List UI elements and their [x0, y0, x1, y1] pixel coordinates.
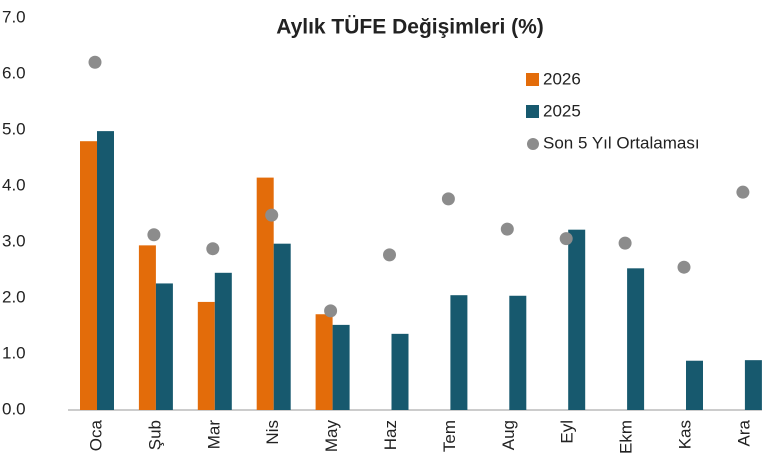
x-tick-label: Kas	[675, 420, 694, 449]
dot	[383, 248, 396, 262]
bar	[214, 272, 232, 410]
legend-marker	[526, 105, 539, 118]
x-tick-label: Ekm	[617, 420, 636, 454]
y-tick-label: 3.0	[2, 231, 26, 250]
chart-title: Aylık TÜFE Değişimleri (%)	[276, 16, 544, 39]
bar	[627, 268, 645, 410]
legend-label: 2025	[543, 101, 581, 120]
x-tick-label: May	[322, 420, 341, 453]
y-tick-label: 7.0	[2, 7, 26, 26]
x-tick-label: Haz	[381, 420, 400, 450]
legend-marker	[527, 138, 539, 150]
bar	[686, 360, 703, 410]
bar	[391, 333, 409, 410]
dot	[324, 304, 338, 318]
x-tick-label: Şub	[145, 420, 164, 450]
x-tick-label: Ara	[734, 419, 753, 446]
legend-marker	[526, 73, 539, 86]
x-tick-label: Nis	[263, 420, 282, 445]
dot	[265, 208, 279, 222]
bar	[568, 229, 586, 410]
y-tick-label: 2.0	[2, 287, 26, 306]
bar	[155, 283, 173, 410]
dot	[206, 242, 220, 256]
x-tick-label: Tem	[440, 420, 459, 452]
bar	[744, 360, 762, 410]
dot	[500, 222, 514, 236]
legend-label: 2026	[543, 69, 581, 88]
bar	[315, 314, 333, 410]
y-tick-label: 0.0	[2, 399, 26, 418]
x-tick-label: Aug	[499, 420, 518, 450]
bar	[80, 141, 97, 410]
y-tick-label: 6.0	[2, 63, 26, 82]
bar	[450, 295, 468, 410]
bar	[273, 243, 291, 410]
dot	[441, 192, 455, 206]
dot	[618, 236, 632, 250]
dot	[736, 185, 750, 199]
x-tick-label: Eyl	[558, 420, 577, 444]
legend-label: Son 5 Yıl Ortalaması	[543, 133, 700, 152]
dot	[677, 260, 691, 274]
x-tick-label: Mar	[204, 420, 223, 450]
y-tick-label: 4.0	[2, 175, 26, 194]
bar	[97, 131, 114, 410]
bar	[332, 324, 350, 410]
x-tick-label: Oca	[86, 419, 105, 451]
dot	[88, 55, 102, 69]
bar	[197, 301, 215, 410]
dot	[147, 228, 161, 242]
dot	[559, 232, 573, 246]
bar	[256, 177, 274, 410]
y-tick-label: 1.0	[2, 343, 26, 362]
bar	[509, 295, 527, 410]
y-tick-label: 5.0	[2, 119, 26, 138]
bar	[138, 245, 156, 410]
